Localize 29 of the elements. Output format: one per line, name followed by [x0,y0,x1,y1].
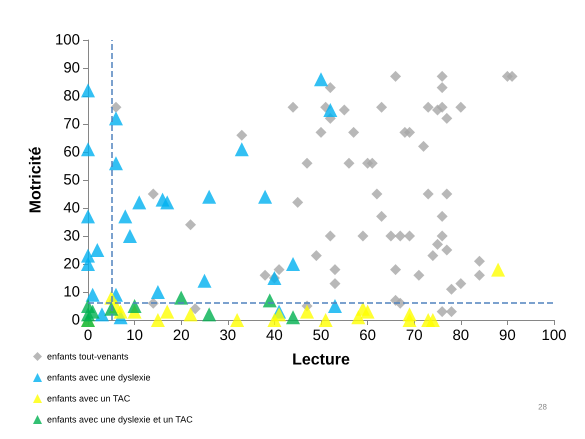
y-tick-label: 30 [63,228,80,244]
legend-label: enfants avec un TAC [47,394,131,404]
legend-label: enfants tout-venants [47,352,130,362]
x-tick-label: 90 [499,327,516,344]
y-tick-label: 20 [63,256,80,272]
y-tick-label: 10 [63,284,80,300]
x-tick-label: 20 [172,327,190,344]
y-tick-label: 50 [63,172,80,188]
y-tick-label: 70 [63,116,80,132]
y-tick-label: 40 [63,200,80,216]
x-tick-label: 40 [266,327,283,344]
y-tick-label: 0 [72,312,80,328]
legend-label: enfants avec une dyslexie [47,372,151,382]
y-tick-label: 90 [63,60,80,76]
x-tick-label: 30 [219,327,236,344]
x-tick-label: 50 [312,327,330,344]
x-tick-label: 10 [126,327,143,344]
y-axis-title: Motricité [28,146,45,214]
x-tick-label: 100 [541,327,567,344]
text: 28 [538,402,548,412]
x-tick-label: 70 [406,327,423,344]
x-tick-label: 60 [359,327,376,344]
y-tick-label: 60 [63,144,80,160]
x-tick-label: 0 [84,327,92,344]
legend-label: enfants avec une dyslexie et un TAC [47,414,194,424]
y-tick-label: 80 [63,88,80,104]
y-tick-label: 100 [54,32,80,48]
x-axis-title: Lecture [292,352,350,368]
x-tick-label: 80 [452,327,470,344]
